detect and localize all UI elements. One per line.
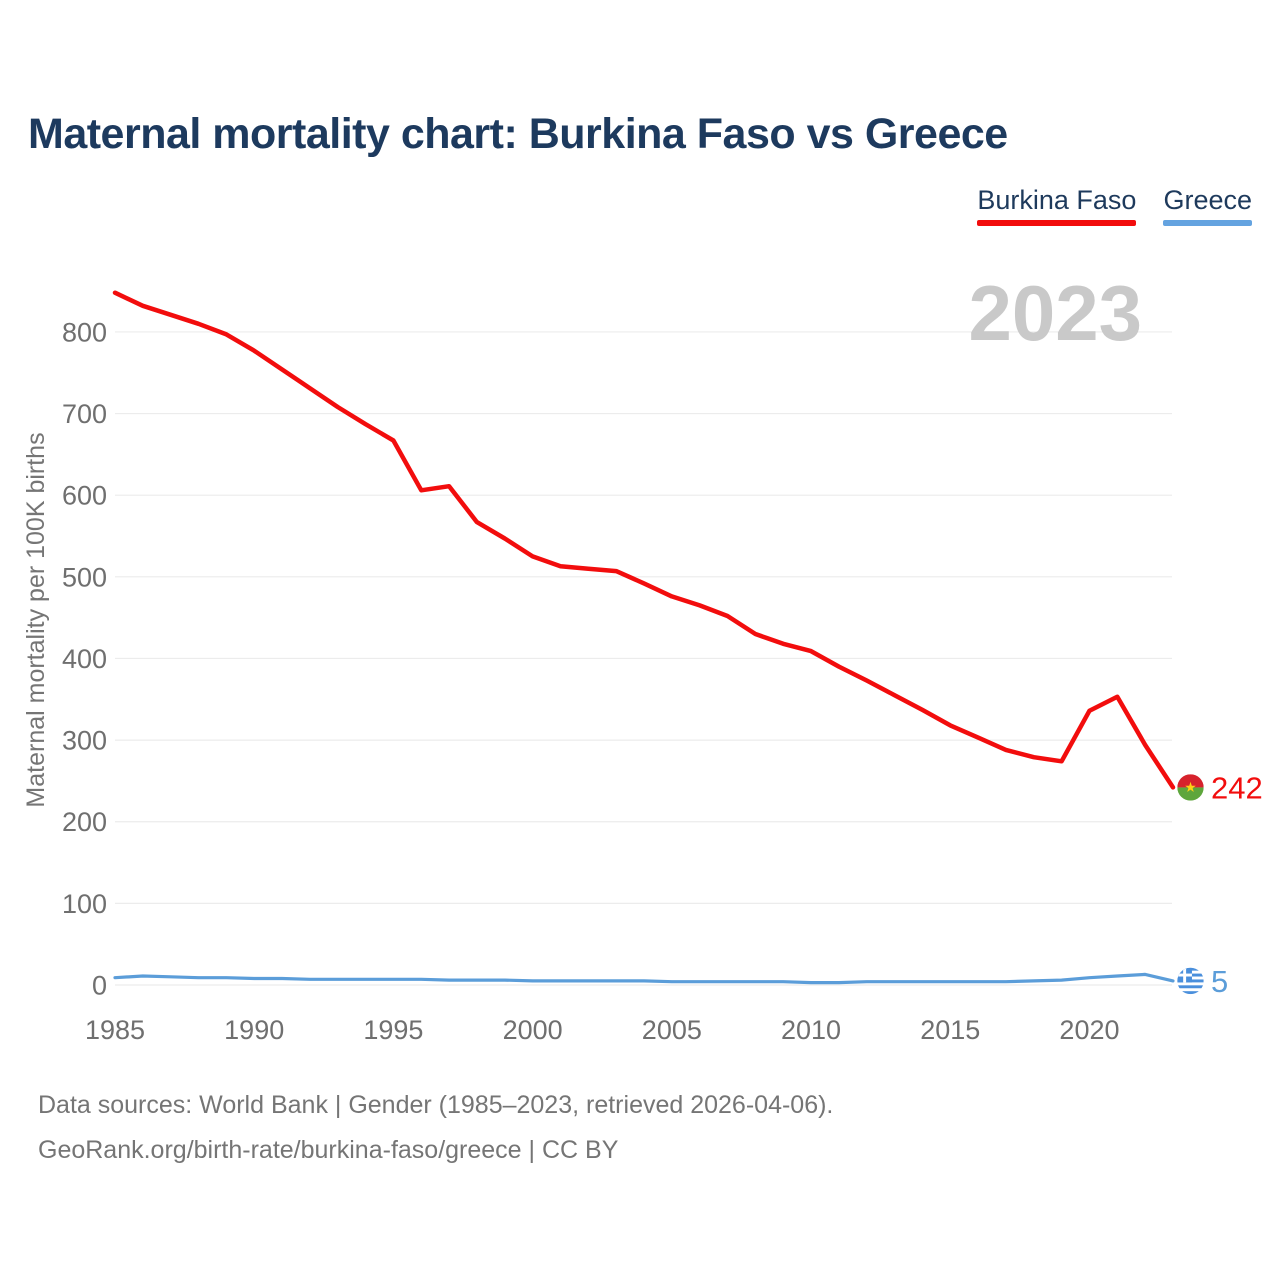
footer-sources-line: Data sources: World Bank | Gender (1985–… xyxy=(38,1091,834,1119)
year-watermark: 2023 xyxy=(968,269,1142,357)
y-axis-tick-labels: 0 100 200 300 400 500 600 700 800 xyxy=(62,317,107,1000)
burkina-faso-flag-icon xyxy=(1177,774,1204,801)
svg-text:0: 0 xyxy=(92,971,107,1001)
svg-text:400: 400 xyxy=(62,644,107,674)
burkina-faso-end-value-label: 242 xyxy=(1211,770,1263,805)
svg-text:600: 600 xyxy=(62,481,107,511)
gridlines xyxy=(115,331,1172,986)
legend-item-greece[interactable]: Greece xyxy=(1163,185,1252,226)
svg-text:1985: 1985 xyxy=(85,1015,145,1045)
legend-underline-burkina-faso xyxy=(977,220,1137,226)
svg-text:200: 200 xyxy=(62,807,107,837)
svg-text:100: 100 xyxy=(62,889,107,919)
svg-text:2015: 2015 xyxy=(920,1015,980,1045)
legend-label-greece: Greece xyxy=(1163,185,1252,215)
x-axis-tick-labels: 1985 1990 1995 2000 2005 2010 2015 2020 xyxy=(85,1015,1120,1045)
svg-text:2000: 2000 xyxy=(503,1015,563,1045)
greece-end-value-label: 5 xyxy=(1211,964,1228,999)
svg-text:2010: 2010 xyxy=(781,1015,841,1045)
svg-text:800: 800 xyxy=(62,317,107,347)
svg-text:300: 300 xyxy=(62,726,107,756)
legend: Burkina Faso Greece xyxy=(977,185,1252,226)
svg-text:2020: 2020 xyxy=(1059,1015,1119,1045)
svg-text:500: 500 xyxy=(62,562,107,592)
greece-flag-icon xyxy=(1177,967,1204,995)
greece-line xyxy=(113,972,1175,985)
footer-attribution-line: GeoRank.org/birth-rate/burkina-faso/gree… xyxy=(38,1136,619,1164)
svg-text:2005: 2005 xyxy=(642,1015,702,1045)
footer: Data sources: World Bank | Gender (1985–… xyxy=(38,1083,833,1173)
legend-underline-greece xyxy=(1163,220,1252,226)
legend-label-burkina-faso: Burkina Faso xyxy=(977,185,1137,215)
svg-text:1990: 1990 xyxy=(224,1015,284,1045)
svg-text:1995: 1995 xyxy=(363,1015,423,1045)
legend-item-burkina-faso[interactable]: Burkina Faso xyxy=(977,185,1137,226)
page-title: Maternal mortality chart: Burkina Faso v… xyxy=(28,110,1008,158)
y-axis-title: Maternal mortality per 100K births xyxy=(22,432,50,807)
svg-text:700: 700 xyxy=(62,399,107,429)
burkina-faso-line xyxy=(112,290,1176,790)
